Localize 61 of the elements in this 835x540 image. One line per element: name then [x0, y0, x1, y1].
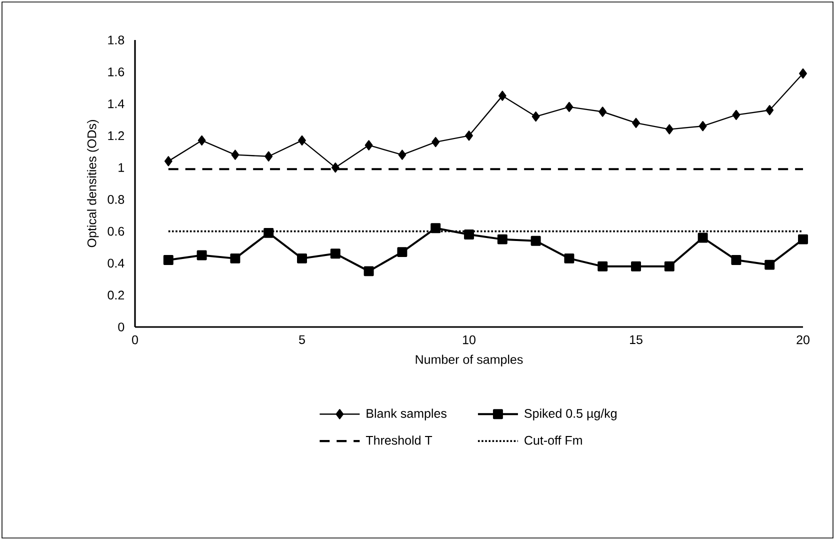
y-tick-label: 0.2 — [108, 290, 124, 300]
x-tick-label: 10 — [463, 335, 476, 344]
point — [264, 228, 274, 238]
point — [330, 248, 340, 259]
y-tick-label: 1.8 — [108, 36, 124, 44]
point — [464, 230, 474, 240]
y-tick-label: 1.2 — [108, 131, 124, 140]
y-tick-label: 0.6 — [108, 226, 124, 236]
point — [698, 121, 707, 132]
point — [297, 253, 307, 264]
point — [264, 151, 273, 162]
x-tick-label: 15 — [630, 335, 642, 344]
point — [799, 68, 807, 79]
point — [764, 260, 775, 270]
point — [498, 90, 506, 101]
point — [364, 140, 373, 150]
point — [632, 118, 640, 128]
point — [398, 150, 406, 160]
point — [731, 255, 742, 266]
point — [598, 261, 608, 272]
point — [766, 105, 774, 116]
point — [564, 253, 574, 264]
point — [664, 261, 674, 272]
point — [798, 234, 808, 244]
x-axis-title: Number of samples — [416, 354, 523, 366]
y-tick-label: 0.8 — [108, 195, 124, 204]
point — [497, 234, 508, 244]
legend-label: Spiked 0.5 µg/kg — [524, 408, 616, 420]
point — [163, 255, 174, 266]
legend-label: Threshold T — [366, 436, 432, 445]
y-tick-label: 1.6 — [108, 67, 124, 76]
point — [665, 124, 674, 134]
point — [698, 232, 708, 243]
point — [732, 110, 740, 120]
point — [397, 247, 408, 258]
point — [532, 111, 540, 122]
point — [430, 223, 441, 234]
point — [432, 136, 440, 148]
point — [298, 135, 306, 146]
x-tick-label: 5 — [299, 335, 305, 344]
point — [530, 236, 541, 246]
x-tick-label: 0 — [132, 335, 138, 344]
x-tick-label: 20 — [796, 335, 810, 344]
point — [364, 266, 374, 276]
point — [198, 135, 206, 146]
point — [164, 156, 172, 166]
y-axis-title: Optical densities (ODs) — [87, 120, 99, 248]
point — [230, 253, 240, 264]
point — [565, 102, 574, 112]
point — [465, 130, 473, 141]
point — [598, 106, 607, 117]
legend-label: Cut-off Fm — [524, 436, 582, 445]
point — [631, 261, 641, 272]
point — [331, 162, 340, 173]
point — [231, 150, 240, 160]
point — [196, 250, 207, 260]
y-tick-label: 1.4 — [108, 99, 124, 108]
y-tick-label: 0 — [118, 322, 124, 332]
legend-label: Blank samples — [366, 408, 446, 420]
y-tick-label: 0.4 — [108, 258, 124, 268]
y-tick-label: 1 — [118, 163, 124, 172]
